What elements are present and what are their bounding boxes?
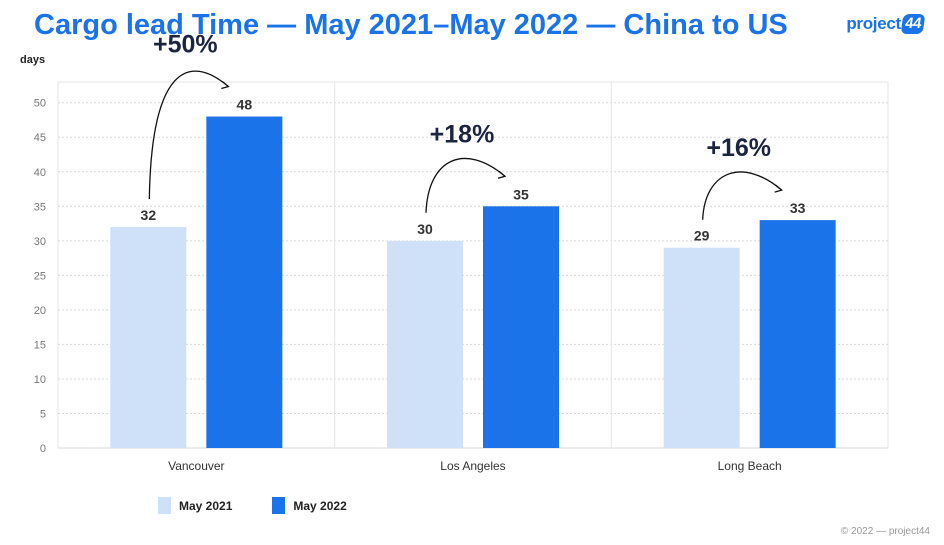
- change-arrow-los-angeles: [425, 157, 506, 213]
- x-tick-label-long-beach: Long Beach: [718, 459, 782, 473]
- legend-swatch-may-2022: [272, 497, 286, 514]
- legend-label-may-2021: May 2021: [179, 498, 233, 513]
- legend-swatch-may-2021: [158, 497, 171, 514]
- y-tick-label-45: 45: [34, 132, 46, 144]
- y-tick-label-40: 40: [34, 167, 46, 179]
- copyright-footer: © 2022 — project44: [840, 526, 930, 537]
- bar-vancouver-may-2022: [206, 116, 283, 448]
- change-label-vancouver: +50%: [153, 31, 218, 59]
- data-label-vancouver-may-2022: 48: [237, 97, 253, 113]
- chart-legend: May 2021 May 2022: [158, 497, 387, 514]
- bar-los-angeles-may-2021: [387, 240, 463, 448]
- change-arrowhead-los-angeles: [497, 170, 507, 179]
- y-axis-label: days: [20, 54, 46, 66]
- brand-logo: project 44: [846, 14, 926, 34]
- y-tick-label-5: 5: [40, 408, 46, 420]
- bar-long-beach-may-2021: [663, 247, 740, 448]
- data-label-los-angeles-may-2021: 30: [417, 221, 433, 237]
- y-tick-label-20: 20: [34, 305, 46, 317]
- data-label-vancouver-may-2021: 32: [141, 207, 157, 223]
- bar-vancouver-may-2021: [110, 227, 187, 448]
- y-tick-label-0: 0: [40, 443, 46, 455]
- change-label-los-angeles: +18%: [430, 120, 495, 148]
- logo-text: project: [846, 14, 901, 33]
- y-tick-label-35: 35: [34, 201, 46, 213]
- bar-long-beach-may-2022: [759, 220, 836, 448]
- bar-los-angeles-may-2022: [483, 206, 559, 448]
- y-tick-label-30: 30: [34, 236, 46, 248]
- change-arrow-long-beach: [702, 171, 783, 220]
- legend-item-may-2021: May 2021: [158, 497, 232, 514]
- data-label-long-beach-may-2022: 33: [790, 200, 806, 216]
- change-arrowhead-long-beach: [774, 184, 784, 193]
- y-tick-label-50: 50: [34, 98, 46, 110]
- change-arrowhead-vancouver: [221, 81, 230, 90]
- y-tick-label-15: 15: [34, 339, 46, 351]
- y-tick-label-25: 25: [34, 270, 46, 282]
- data-label-los-angeles-may-2022: 35: [513, 186, 529, 202]
- data-label-long-beach-may-2021: 29: [694, 228, 710, 244]
- legend-label-may-2022: May 2022: [293, 498, 347, 513]
- x-tick-label-vancouver: Vancouver: [168, 459, 224, 473]
- change-label-long-beach: +16%: [706, 134, 771, 162]
- legend-item-may-2022: May 2022: [272, 497, 347, 514]
- change-arrow-vancouver: [148, 70, 229, 200]
- x-tick-label-los-angeles: Los Angeles: [440, 459, 505, 473]
- page-title: Cargo lead Time — May 2021–May 2022 — Ch…: [34, 9, 788, 41]
- y-tick-label-10: 10: [34, 374, 46, 386]
